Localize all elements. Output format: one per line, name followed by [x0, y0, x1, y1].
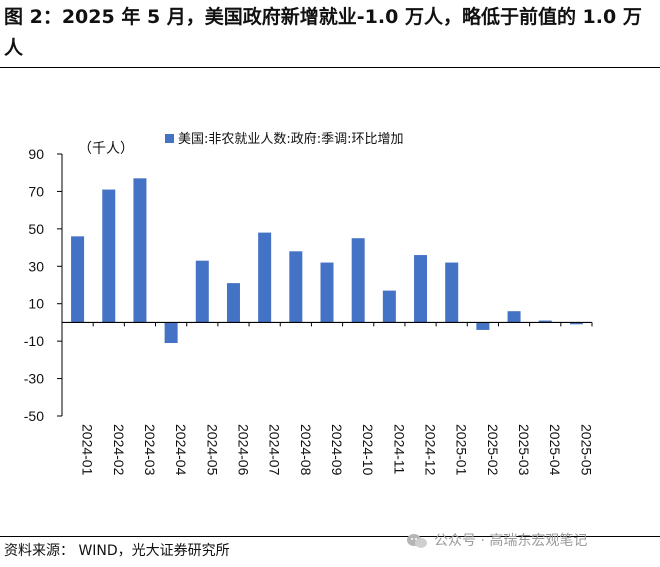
x-tick-label: 2024-01	[80, 424, 96, 476]
x-tick-label: 2025-02	[485, 424, 501, 476]
source-note: 资料来源： WIND，光大证券研究所	[4, 543, 230, 559]
bar	[320, 262, 334, 323]
y-tick-label: -50	[24, 408, 44, 424]
bar	[226, 283, 240, 323]
y-tick-label: -10	[24, 333, 44, 349]
x-tick-label: 2024-11	[391, 424, 407, 475]
bar	[164, 322, 178, 344]
x-tick-label: 2024-10	[360, 424, 376, 476]
x-tick-label: 2024-12	[423, 424, 439, 476]
bar	[507, 311, 521, 323]
legend-label: 美国:非农就业人数:政府:季调:环比增加	[178, 132, 404, 147]
y-tick-label: 70	[28, 183, 44, 199]
y-tick-label: -30	[24, 371, 44, 387]
y-tick-label: 90	[28, 146, 44, 162]
y-tick-label: 30	[28, 258, 44, 274]
bar	[569, 322, 583, 325]
bar	[102, 189, 116, 323]
x-tick-label: 2024-02	[111, 424, 127, 476]
legend-swatch	[165, 134, 174, 143]
x-tick-label: 2024-08	[298, 424, 314, 476]
watermark: 公众号 · 高瑞东宏观笔记	[406, 530, 587, 552]
bar	[133, 178, 147, 323]
bar	[71, 236, 85, 323]
bar	[382, 290, 396, 323]
y-tick-label: 10	[28, 296, 44, 312]
bar	[538, 320, 552, 323]
x-tick-label: 2024-04	[173, 424, 189, 476]
x-tick-label: 2024-03	[142, 424, 158, 476]
y-tick-label: 50	[28, 221, 44, 237]
x-tick-label: 2024-09	[329, 424, 345, 476]
bar	[351, 238, 365, 323]
x-tick-label: 2025-04	[547, 424, 563, 476]
bar	[414, 255, 428, 323]
bar	[289, 251, 303, 323]
bar	[445, 262, 459, 323]
wechat-icon	[407, 534, 427, 548]
x-tick-label: 2024-05	[204, 424, 220, 476]
watermark-text: 公众号 · 高瑞东宏观笔记	[434, 533, 588, 549]
figure-title: 图 2：2025 年 5 月，美国政府新增就业-1.0 万人，略低于前值的 1.…	[4, 6, 642, 59]
x-tick-label: 2024-06	[235, 424, 251, 476]
bar	[476, 322, 490, 330]
title-rule	[0, 67, 660, 68]
footer-rule	[0, 536, 660, 537]
bar	[258, 232, 272, 323]
chart: 90 70 50 30 10 -10 -30 -50 2024-01 2024-02 2024-03…	[24, 132, 595, 476]
x-tick-label: 2025-01	[454, 424, 470, 476]
unit-label: （千人）	[78, 141, 134, 157]
x-tick-label: 2025-03	[516, 424, 532, 476]
x-tick-label: 2025-05	[578, 424, 594, 476]
bar	[195, 260, 209, 323]
x-tick-label: 2024-07	[267, 424, 283, 476]
